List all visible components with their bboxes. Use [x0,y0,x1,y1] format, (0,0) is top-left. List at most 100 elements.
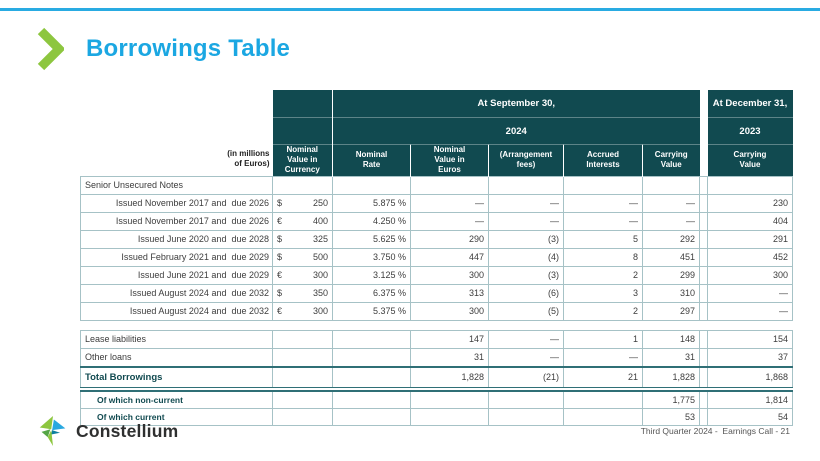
row-spacer [80,387,793,392]
nominal-currency-cell [272,390,333,409]
table-row: Of which non-current 1,775 1,814 [80,390,793,409]
column-gap [699,229,708,249]
carrying-value-sept-cell [642,175,700,195]
carrying-value-sept-cell: 1,828 [642,365,700,388]
nominal-currency-cell [272,175,333,195]
nominal-currency-cell: $325 [272,229,333,249]
header-banner-row: At September 30, At December 31, [80,90,793,118]
carrying-value-dec-cell: — [707,283,793,303]
column-gap [699,365,708,388]
arrangement-fees-cell: (5) [488,301,564,321]
carrying-value-dec-cell: 404 [707,211,793,231]
nominal-currency-cell: €400 [272,211,333,231]
title-block: Borrowings Table [36,26,290,72]
nominal-rate-cell: 3.750 % [332,247,411,267]
currency-symbol: € [277,270,283,280]
banner-december: At December 31, [707,90,793,118]
carrying-value-sept-cell: 1,775 [642,390,700,409]
column-gap [699,347,708,367]
nominal-euros-cell: 300 [410,301,489,321]
carrying-value-sept-cell: 310 [642,283,700,303]
nominal-currency-cell: $500 [272,247,333,267]
arrangement-fees-cell: — [488,211,564,231]
header-column-gap [699,144,708,176]
carrying-value-sept-cell: 31 [642,347,700,367]
table-row: Issued June 2020 and due 2028 $325 5.625 %… [80,229,793,249]
column-gap [699,301,708,321]
nominal-amount: 300 [312,270,328,280]
nominal-rate-cell: 6.375 % [332,283,411,303]
nominal-euros-cell: 290 [410,229,489,249]
nominal-rate-cell [332,407,411,426]
carrying-value-dec-cell: 54 [707,407,793,426]
column-gap [699,265,708,285]
currency-symbol: $ [277,198,283,208]
carrying-value-dec-cell: 300 [707,265,793,285]
arrangement-fees-cell: (21) [488,365,564,388]
accrued-interests-cell: 3 [563,283,643,303]
carrying-value-sept-cell: 297 [642,301,700,321]
currency-symbol: $ [277,234,283,244]
banner-september: At September 30, [332,90,700,118]
year-2023: 2023 [707,117,793,145]
nominal-euros-cell: — [410,211,489,231]
column-gap [699,211,708,231]
top-accent-line [0,8,820,11]
nominal-euros-cell: 300 [410,265,489,285]
year-2024: 2024 [332,117,700,145]
nominal-amount: 250 [312,198,328,208]
column-gap [699,390,708,409]
arrangement-fees-cell: — [488,193,564,213]
row-label-cell: Issued June 2021 and due 2029 [80,265,273,285]
logo-text: Constellium [76,420,179,441]
header-year-row: 2024 2023 [80,117,793,145]
currency-symbol: $ [277,252,283,262]
page-title: Borrowings Table [86,35,291,62]
carrying-value-dec-cell: 1,868 [707,365,793,388]
table-row: Issued November 2017 and due 2026 €400 4.2… [80,211,793,231]
table-row [81,320,793,330]
nominal-rate-cell [332,347,411,367]
column-gap [699,175,708,195]
accrued-interests-cell: 2 [563,265,643,285]
accrued-interests-cell [563,175,643,195]
table-row: Issued August 2024 and due 2032 €300 5.375… [80,301,793,321]
constellium-logo: Constellium [38,414,178,448]
accrued-interests-cell: 1 [563,329,643,349]
column-gap [699,283,708,303]
carrying-value-sept-cell: — [642,193,700,213]
accrued-interests-cell: 2 [563,301,643,321]
row-label-cell: Of which current [80,407,273,426]
accrued-interests-cell: — [563,193,643,213]
nominal-euros-cell: 1,828 [410,365,489,388]
nominal-rate-cell [332,329,411,349]
currency-symbol: $ [277,288,283,298]
carrying-value-sept-cell: 451 [642,247,700,267]
nominal-euros-cell: 447 [410,247,489,267]
header-currency-block [272,117,333,145]
col-header-nominal-value-euros: Nominal Value in Euros [410,144,489,176]
row-label-cell: Issued August 2024 and due 2032 [80,283,273,303]
table-row: Issued August 2024 and due 2032 $350 6.375… [80,283,793,303]
nominal-amount: 500 [312,252,328,262]
nominal-rate-cell: 5.375 % [332,301,411,321]
accrued-interests-cell [563,390,643,409]
nominal-amount: 400 [312,216,328,226]
row-label-cell: Lease liabilities [80,329,273,349]
carrying-value-dec-cell: — [707,301,793,321]
col-header-nominal-rate: Nominal Rate [332,144,411,176]
carrying-value-sept-cell: 148 [642,329,700,349]
row-label-cell: Issued November 2017 and due 2026 [80,193,273,213]
header-columns-row: (in millions of Euros) Nominal Value in … [80,144,793,176]
table-row: Senior Unsecured Notes [80,175,793,195]
carrying-value-dec-cell: 230 [707,193,793,213]
table-row: Issued June 2021 and due 2029 €300 3.125 %… [80,265,793,285]
col-header-nominal-value-currency: Nominal Value in Currency [272,144,333,176]
nominal-rate-cell: 4.250 % [332,211,411,231]
table-row: Issued February 2021 and due 2029 $500 3.7… [80,247,793,267]
row-label-cell: Total Borrowings [80,365,273,388]
nominal-currency-cell [272,407,333,426]
col-header-carrying-value-sept: Carrying Value [642,144,700,176]
nominal-euros-cell: — [410,193,489,213]
nominal-amount: 300 [312,306,328,316]
